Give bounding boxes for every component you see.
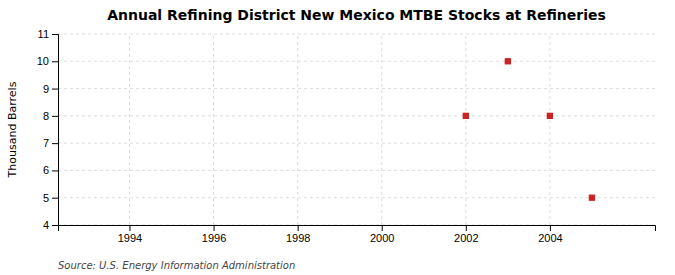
- y-tick-mark: [52, 170, 58, 171]
- y-tick-mark: [52, 198, 58, 199]
- y-tick: 11: [38, 28, 58, 40]
- x-grid-line: [129, 34, 130, 225]
- y-tick-label: 11: [38, 28, 49, 40]
- x-tick: 1996: [202, 225, 226, 244]
- x-tick-mark: [129, 225, 130, 231]
- y-tick-mark: [52, 225, 58, 226]
- y-grid-line: [58, 88, 655, 89]
- x-tick-label: 2000: [370, 232, 394, 244]
- y-tick: 8: [43, 110, 58, 122]
- y-tick: 4: [43, 219, 58, 231]
- y-tick-label: 10: [37, 55, 49, 67]
- x-tick: 1998: [286, 225, 310, 244]
- x-tick-mark: [466, 225, 467, 231]
- points: [463, 58, 595, 201]
- x-tick-label: 2004: [538, 232, 562, 244]
- x-tick-mark: [550, 225, 551, 231]
- y-tick-label: 7: [43, 137, 49, 149]
- y-tick: 5: [43, 192, 58, 204]
- x-tick-mark: [214, 225, 215, 231]
- y-grid-line: [58, 34, 655, 35]
- y-grid-line: [58, 61, 655, 62]
- x-grid-line: [297, 34, 298, 225]
- y-tick: 6: [43, 164, 58, 176]
- y-axis-line: [52, 35, 59, 226]
- x-axis-line: [59, 226, 656, 232]
- y-tick: 10: [37, 55, 58, 67]
- point: [463, 113, 469, 119]
- y-grid-line: [58, 143, 655, 144]
- y-tick-mark: [52, 143, 58, 144]
- x-grid-line: [465, 34, 466, 225]
- x-tick-label: 1998: [286, 232, 310, 244]
- grid: [58, 34, 655, 225]
- x-tick-label: 1994: [118, 232, 142, 244]
- x-tick-label: 2002: [454, 232, 478, 244]
- x-grid-line: [549, 34, 550, 225]
- y-tick-label: 9: [43, 83, 49, 95]
- y-tick-label: 4: [43, 219, 49, 231]
- y-tick-label: 8: [43, 110, 49, 122]
- point: [505, 58, 511, 64]
- y-grid-line: [58, 115, 655, 116]
- x-tick: 2004: [538, 225, 562, 244]
- point: [589, 195, 595, 201]
- y-tick-mark: [52, 89, 58, 90]
- y-tick: 9: [43, 83, 58, 95]
- y-tick-mark: [52, 34, 58, 35]
- chart: 1994 1996 1998 2000 2002 2004 4 5 6 7 8 9 10 11 Annual…: [0, 0, 675, 275]
- y-axis-title: Thousand Barrels: [6, 81, 19, 178]
- y-tick: 7: [43, 137, 58, 149]
- x-tick-mark: [298, 225, 299, 231]
- x-grid-line: [381, 34, 382, 225]
- source-note: Source: U.S. Energy Information Administ…: [58, 260, 295, 271]
- x-grid-line: [213, 34, 214, 225]
- y-tick-label: 5: [43, 192, 49, 204]
- y-tick-mark: [52, 116, 58, 117]
- x-tick-mark: [382, 225, 383, 231]
- y-grid-line: [58, 170, 655, 171]
- x-tick: 1994: [118, 225, 142, 244]
- x-tick: 2002: [454, 225, 478, 244]
- x-axis: 1994 1996 1998 2000 2002 2004: [59, 225, 656, 244]
- y-tick-label: 6: [43, 164, 49, 176]
- y-axis: 4 5 6 7 8 9 10 11: [37, 28, 59, 231]
- point: [547, 113, 553, 119]
- title: Annual Refining District New Mexico MTBE…: [107, 7, 606, 23]
- y-tick-mark: [52, 61, 58, 62]
- x-tick: 2000: [370, 225, 394, 244]
- x-tick-label: 1996: [202, 232, 226, 244]
- y-grid-line: [58, 197, 655, 198]
